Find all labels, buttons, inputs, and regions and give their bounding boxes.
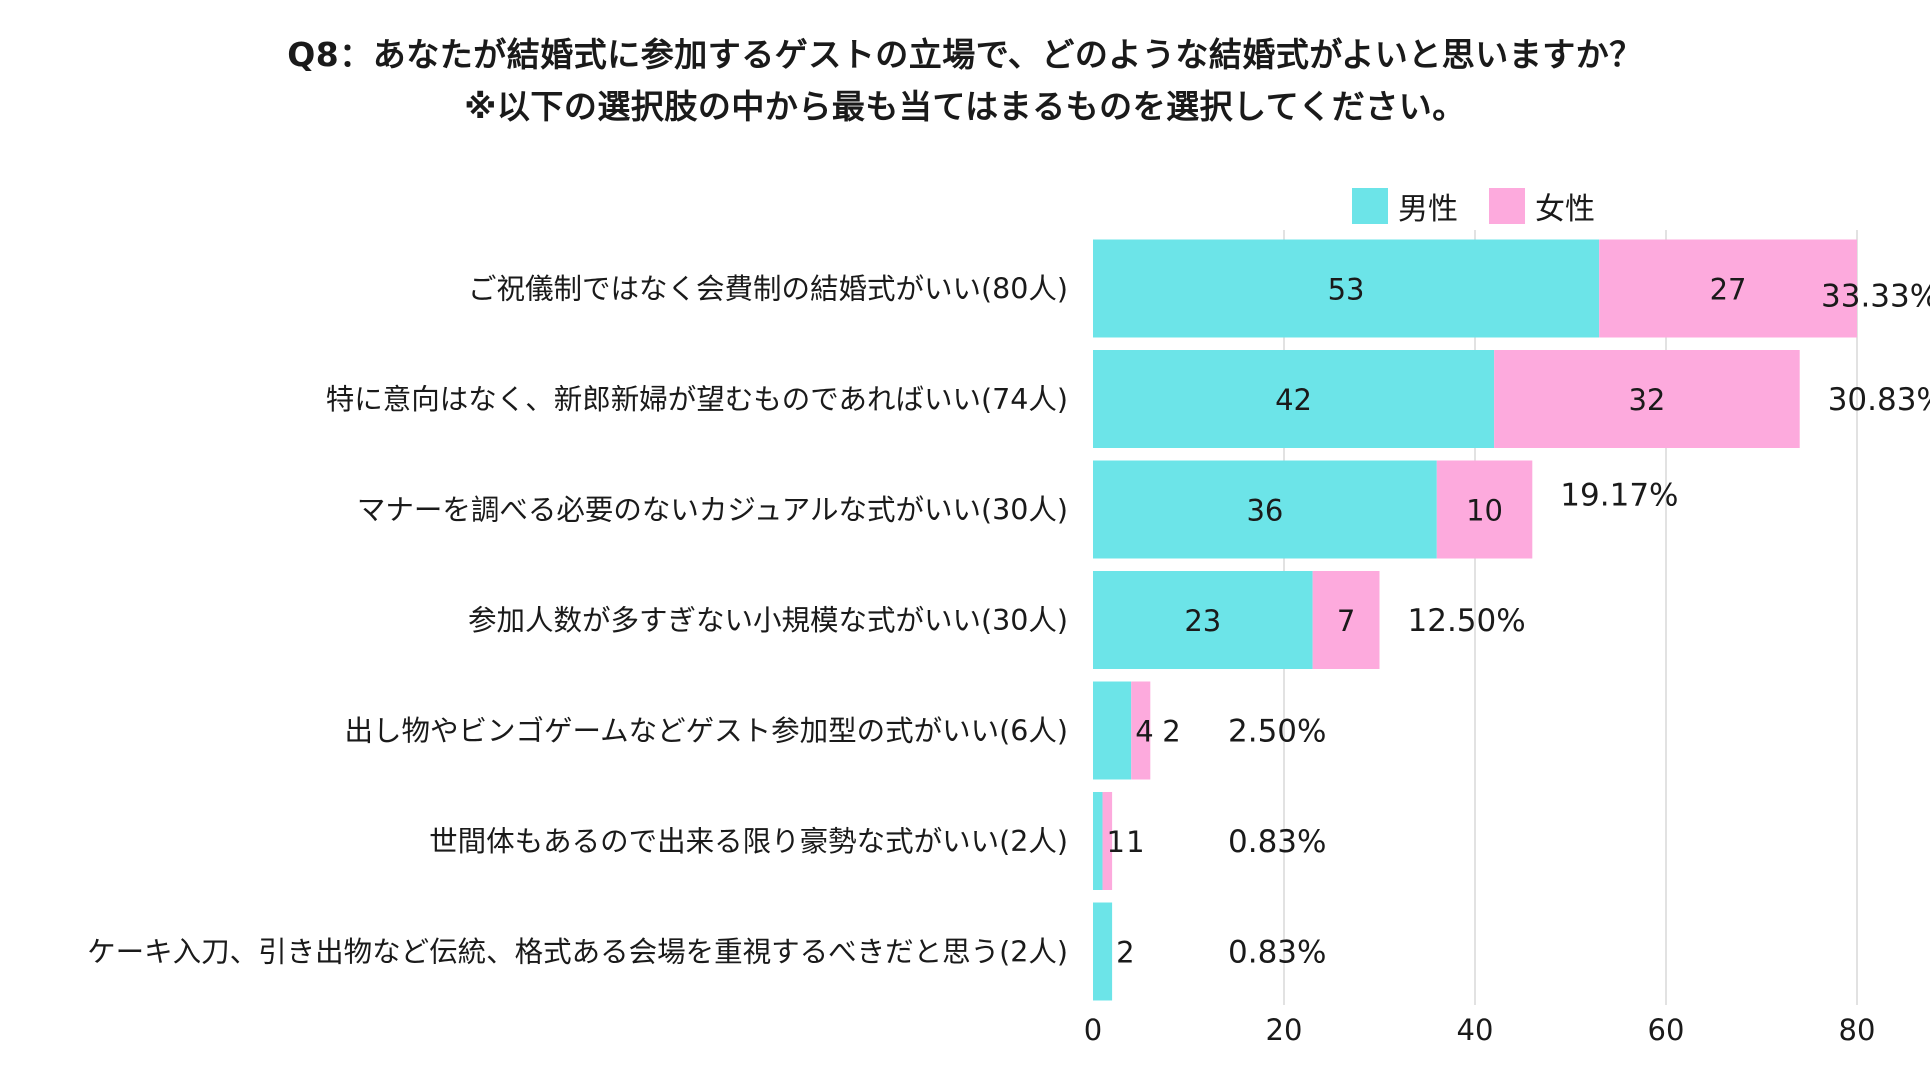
category-label: マナーを調べる必要のないカジュアルな式がいい(30人): [357, 494, 1068, 527]
bar-male-value: 42: [1275, 383, 1312, 417]
percent-label: 12.50%: [1408, 603, 1526, 639]
category-label: 参加人数が多すぎない小規模な式がいい(30人): [468, 604, 1068, 637]
bar-male: [1093, 792, 1103, 890]
bar-female-value: 7: [1337, 604, 1355, 638]
x-tick-label: 0: [1084, 1013, 1102, 1047]
x-tick-label: 20: [1266, 1013, 1303, 1047]
bar-male-value: 2: [1116, 936, 1134, 970]
bar-female: [1436, 460, 1533, 559]
category-label: ケーキ入刀、引き出物など伝統、格式ある会場を重視するべきだと思う(2人): [87, 936, 1068, 969]
bar-male: [1093, 350, 1495, 448]
percent-label: 33.33%: [1821, 279, 1930, 315]
legend-female-label: 女性: [1535, 192, 1595, 227]
bar-male: [1093, 571, 1313, 669]
bar-female: [1494, 350, 1800, 448]
percent-label: 0.83%: [1228, 824, 1326, 860]
bar-female-value: 1: [1126, 825, 1144, 859]
x-tick-label: 40: [1457, 1013, 1494, 1047]
bar-female-value: 2: [1162, 715, 1180, 749]
category-label: ご祝儀制ではなく会費制の結婚式がいい(80人): [468, 273, 1068, 306]
percent-label: 30.83%: [1828, 382, 1930, 418]
bar-male-value: 23: [1184, 604, 1221, 638]
category-label: 特に意向はなく、新郎新婦が望むものであればいい(74人): [326, 383, 1068, 416]
bar-male: [1093, 239, 1600, 338]
bar-female: [1102, 792, 1113, 890]
percent-label: 19.17%: [1560, 478, 1678, 514]
chart-title-line2: ※以下の選択肢の中から最も当てはまるものを選択してください。: [464, 87, 1466, 126]
bar-female-value: 32: [1628, 383, 1665, 417]
bar-male-value: 53: [1328, 273, 1365, 307]
bar-female: [1312, 571, 1380, 669]
legend-female-swatch: [1489, 188, 1525, 224]
category-label: 世間体もあるので出来る限り豪勢な式がいい(2人): [429, 825, 1068, 858]
chart-title-line1: Q8：あなたが結婚式に参加するゲストの立場で、どのような結婚式がよいと思いますか…: [287, 35, 1643, 74]
bar-male: [1093, 902, 1113, 1001]
bar-female-value: 27: [1710, 273, 1747, 307]
bar-male-value: 36: [1246, 494, 1283, 528]
legend-male-swatch: [1352, 188, 1388, 224]
bar-female: [1131, 681, 1151, 780]
percent-label: 0.83%: [1228, 935, 1326, 971]
percent-label: 2.50%: [1228, 714, 1326, 750]
category-label: 出し物やビンゴゲームなどゲスト参加型の式がいい(6人): [344, 715, 1068, 748]
bar-female: [1599, 239, 1857, 338]
bar-male: [1093, 681, 1132, 780]
bar-male-value: 4: [1135, 715, 1153, 749]
bar-male-value: 1: [1107, 825, 1125, 859]
legend-male-label: 男性: [1398, 192, 1458, 227]
bar-male: [1093, 460, 1437, 559]
x-tick-label: 60: [1648, 1013, 1685, 1047]
legend-female: 女性: [1489, 184, 1595, 228]
x-tick-label: 80: [1839, 1013, 1876, 1047]
legend-male: 男性: [1352, 184, 1458, 228]
bar-female-value: 10: [1466, 494, 1503, 528]
